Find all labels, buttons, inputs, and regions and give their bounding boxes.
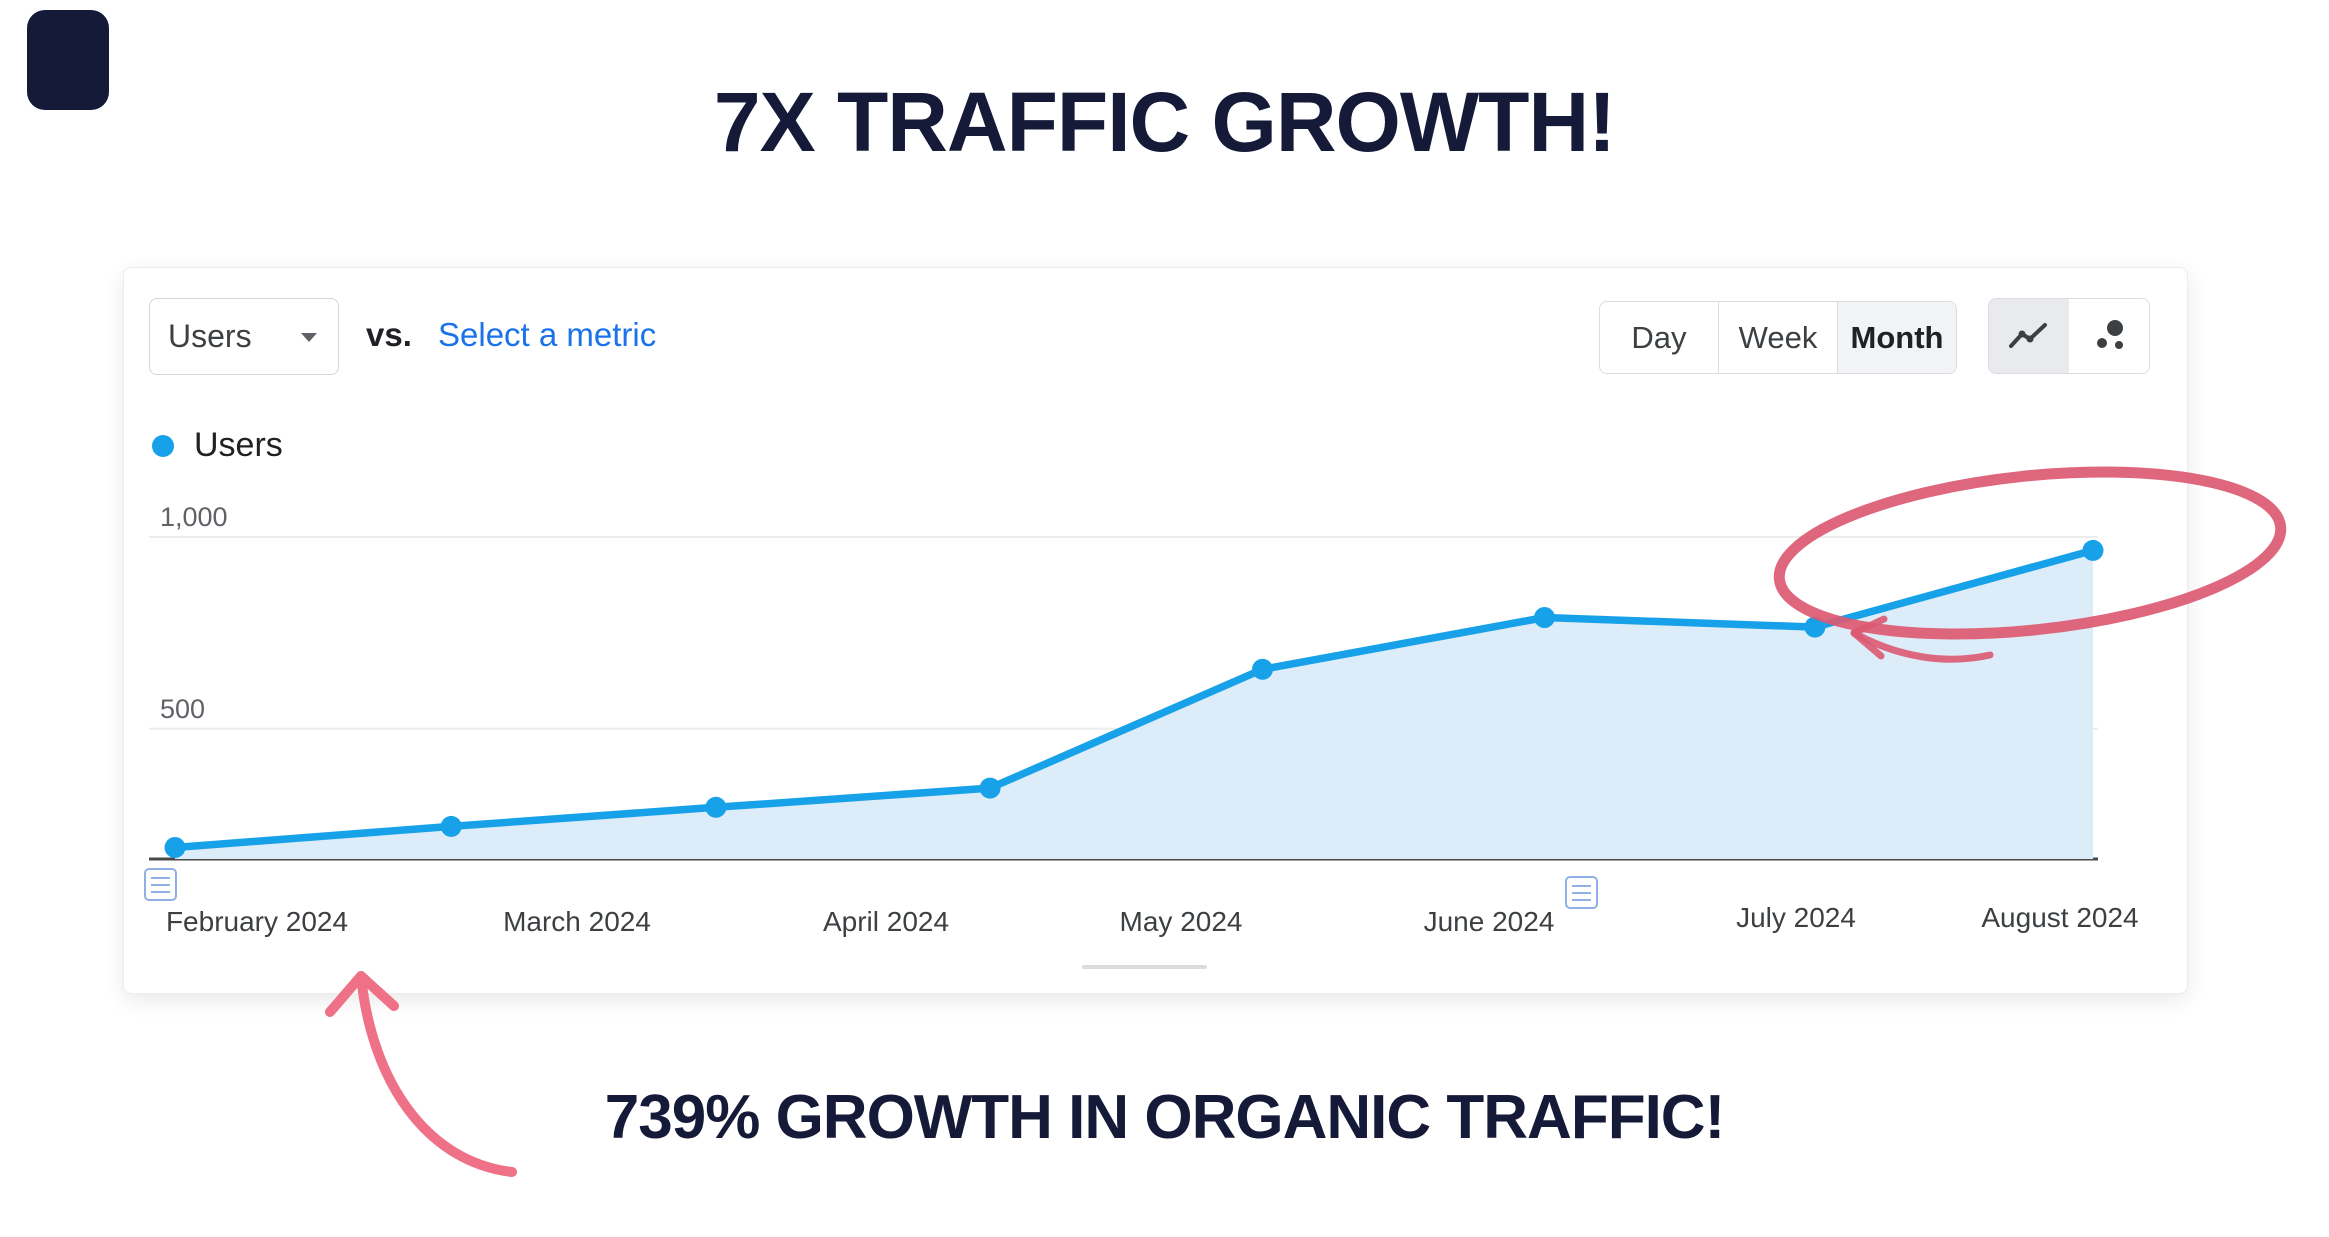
- metric-dropdown-value: Users: [168, 318, 252, 354]
- data-point[interactable]: [1534, 607, 1555, 628]
- corner-brand-mark: [27, 10, 109, 110]
- granularity-day-button[interactable]: Day: [1600, 302, 1718, 373]
- chart-legend: Users: [152, 426, 283, 465]
- bubble-chart-icon: [2097, 320, 2123, 349]
- chart-area-fill: [175, 550, 2093, 859]
- granularity-month-button[interactable]: Month: [1837, 302, 1956, 373]
- legend-dot-icon: [152, 434, 174, 457]
- data-point[interactable]: [1252, 658, 1273, 680]
- bubble-chart-view-button[interactable]: [2069, 299, 2149, 373]
- select-metric-link[interactable]: Select a metric: [438, 316, 657, 353]
- scrollbar-thumb[interactable]: [1082, 965, 1207, 969]
- metric-dropdown[interactable]: Users: [149, 298, 339, 375]
- x-axis-label: May 2024: [1119, 906, 1243, 937]
- data-point[interactable]: [2082, 539, 2104, 561]
- line-chart-view-button[interactable]: [1989, 299, 2069, 373]
- chart-line: [171, 546, 2097, 852]
- traffic-line-chart[interactable]: [124, 268, 2187, 993]
- legend-label: Users: [194, 426, 283, 464]
- data-point[interactable]: [705, 796, 727, 818]
- chart-type-toggle: [1988, 298, 2150, 374]
- granularity-toggle: Day Week Month: [1599, 301, 1957, 374]
- data-point[interactable]: [440, 815, 462, 837]
- line-chart-icon: [2009, 323, 2047, 348]
- annotation-marker-icon[interactable]: [1565, 876, 1598, 909]
- y-axis-tick-500: 500: [160, 694, 206, 724]
- granularity-week-button[interactable]: Week: [1718, 302, 1837, 373]
- chevron-down-icon: [301, 332, 317, 342]
- y-axis-tick-1000: 1,000: [160, 502, 228, 532]
- x-axis-label: March 2024: [503, 906, 651, 937]
- vs-label: vs.: [366, 316, 412, 353]
- x-axis-label: April 2024: [822, 906, 950, 937]
- annotation-marker-icon[interactable]: [144, 868, 177, 901]
- data-point[interactable]: [979, 777, 1001, 799]
- data-point[interactable]: [1804, 616, 1826, 638]
- growth-callout: 739% GROWTH IN ORGANIC TRAFFIC!: [604, 1083, 1725, 1152]
- x-axis-label: August 2024: [1981, 902, 2139, 933]
- headline: 7X TRAFFIC GROWTH!: [713, 75, 1616, 169]
- analytics-panel: Users vs. Select a metric Day Week Month: [123, 267, 2188, 994]
- data-point[interactable]: [164, 837, 186, 858]
- x-axis-label: June 2024: [1423, 906, 1555, 937]
- x-axis-label: July 2024: [1736, 902, 1856, 933]
- x-axis-label: February 2024: [165, 906, 349, 937]
